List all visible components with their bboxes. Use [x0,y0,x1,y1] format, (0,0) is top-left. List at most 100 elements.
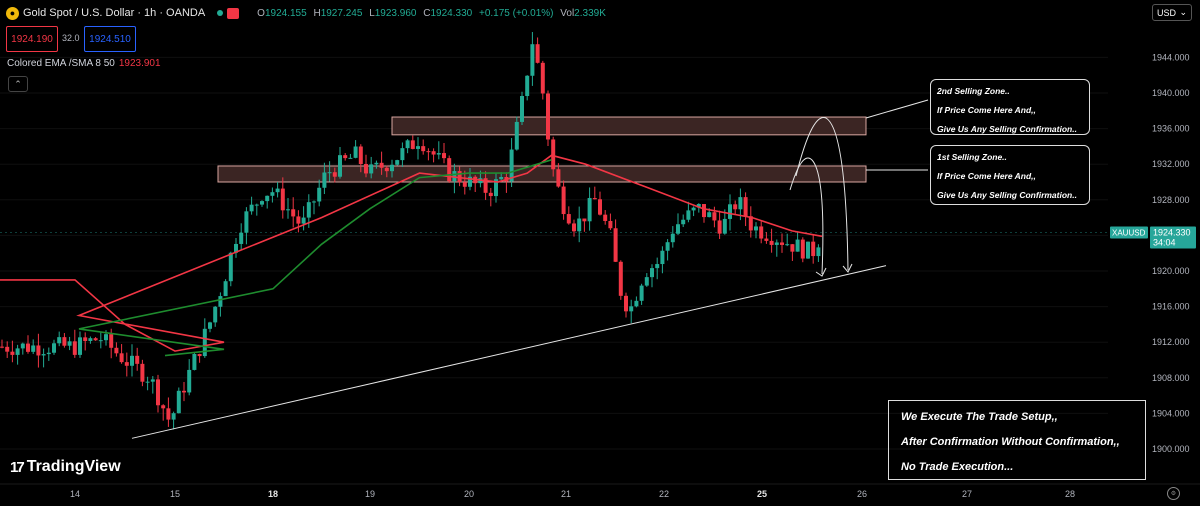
candle [312,200,316,215]
candle [561,180,566,220]
collapse-legend-button[interactable]: ⌃ [8,76,28,92]
candle-body [197,354,202,357]
candle-body [452,171,457,182]
candle-body [67,341,72,346]
candle [494,172,498,203]
candle [62,333,67,348]
spread-value: 32.0 [62,33,80,43]
candle [483,171,488,200]
price-tick-label: 1928.000 [1152,195,1190,205]
symbol-tag [1110,226,1148,239]
candle [546,90,550,146]
candle-body [249,204,254,212]
candle-body [468,176,472,187]
candle-body [280,188,285,211]
candle [806,241,810,259]
candle-body [774,242,779,245]
price-axis[interactable]: 1944.000 1940.000 1936.000 1932.000 1928.000… [1110,0,1200,506]
candle [228,251,233,287]
candle-body [374,162,379,165]
candle [520,91,524,126]
candle [270,187,275,203]
candle [20,342,25,355]
candle-body [665,242,670,251]
market-open-icon [217,10,224,16]
candle-body [327,172,332,174]
candle [665,239,670,261]
candle [800,237,805,263]
candle [140,359,145,387]
candle [748,206,753,238]
candle [660,246,665,274]
candle-body [369,164,374,174]
candle [452,163,457,194]
candle-body [260,201,264,205]
candle-body [52,343,56,353]
candle [254,203,259,216]
candle [759,220,764,244]
currency-label: USD [1157,7,1177,18]
candle [213,305,218,327]
candle-body [681,219,686,225]
candle-body [364,164,368,174]
symbol-title[interactable]: Gold Spot / U.S. Dollar · 1h · OANDA [23,7,206,19]
tradingview-logo-icon: 17 [10,458,25,476]
candle-body [603,214,608,221]
settings-gear-icon[interactable]: ⚙ [1167,487,1180,500]
candle [244,207,249,245]
candle [696,203,701,213]
candle-body [722,218,727,234]
indicator-legend[interactable]: Colored EMA /SMA 8 50 1923.901 [7,58,161,69]
candle [416,137,420,160]
candle [774,239,779,257]
candle-body [618,261,623,296]
candle-body [728,204,732,219]
candle-body [660,250,665,265]
candle-body [717,220,722,234]
sell-button[interactable]: 1924.190 [6,26,58,52]
candle-body [743,197,748,217]
candle [462,170,467,195]
candle [327,161,332,182]
price-tag [1150,226,1196,249]
price-tick-label: 1920.000 [1152,266,1190,276]
price-tag-value: 1924.330 [1153,227,1191,237]
candle-body [806,241,810,259]
candle [613,219,618,262]
second-zone-note: 2nd Selling Zone.. If Price Come Here And… [930,79,1090,135]
candle-body [192,354,197,370]
candle [52,339,56,355]
tradingview-logo[interactable]: 17 TradingView [10,458,121,476]
buy-button[interactable]: 1924.510 [84,26,136,52]
time-tick-label: 14 [70,489,80,499]
candle-body [572,223,576,232]
candle [624,292,628,318]
candle-body [546,93,550,140]
time-axis[interactable]: 14 15 18 19 20 21 22 25 26 27 28 [0,483,1200,499]
candle [130,344,134,377]
candle-body [338,155,342,177]
candle [728,194,732,231]
candle [301,206,306,231]
price-tick-label: 1936.000 [1152,124,1190,134]
candle [556,163,561,188]
chevron-down-icon: ⌄ [1179,7,1187,17]
candle-body [31,345,36,352]
price-tick-label: 1916.000 [1152,302,1190,312]
candle-body [104,334,108,341]
candle-body [530,44,535,76]
candle [608,213,613,231]
candle-body [291,209,296,217]
candle [57,331,62,347]
first-zone-note: 1st Selling Zone.. If Price Come Here And… [930,145,1090,205]
currency-select[interactable]: USD ⌄ [1152,4,1192,21]
candle-body [608,220,613,229]
sma-line [78,159,552,357]
candle [72,329,77,358]
candle [338,146,342,179]
projection-arrows [789,99,929,277]
candle [353,140,358,159]
candle-body [738,197,743,210]
candle-body [358,146,363,165]
